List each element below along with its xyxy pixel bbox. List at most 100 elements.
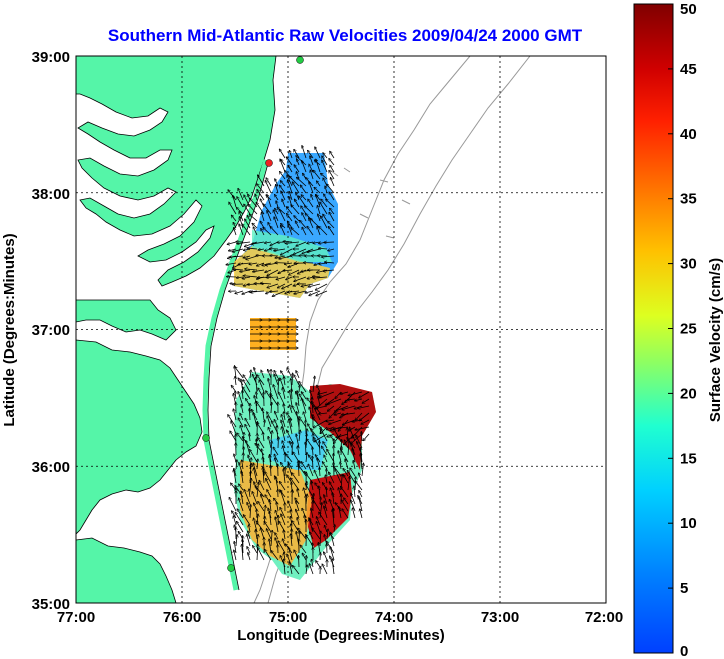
velocity-arrow (293, 566, 300, 575)
velocity-arrow (287, 368, 293, 379)
velocity-arrow (255, 194, 257, 201)
velocity-arrow (321, 173, 328, 180)
velocity-arrow (280, 248, 293, 255)
velocity-arrow (245, 418, 251, 428)
velocity-arrow (359, 491, 363, 498)
velocity-arrow (329, 472, 335, 484)
velocity-arrow (238, 188, 244, 201)
x-tick-label: 73:00 (481, 609, 519, 626)
velocity-arrow (283, 469, 286, 484)
velocity-arrow (347, 476, 350, 491)
barrier-island-outline (207, 159, 270, 591)
y-tick-label: 39:00 (32, 49, 70, 66)
y-tick-label: 38:00 (32, 186, 70, 203)
velocity-arrow (235, 367, 244, 379)
velocity-arrow (302, 161, 307, 173)
velocity-arrow (290, 478, 300, 491)
velocity-arrow (315, 147, 321, 159)
velocity-arrow (289, 562, 293, 575)
colorbar-tick-label: 40 (680, 126, 697, 143)
barrier-islands (202, 159, 269, 591)
velocity-arrow (244, 204, 251, 215)
velocity-arrow (282, 283, 293, 289)
y-axis-label: Latitude (Degrees:Minutes) (1, 233, 18, 426)
velocity-arrow (327, 398, 342, 404)
velocity-arrow (238, 392, 244, 407)
velocity-arrow (297, 517, 300, 526)
velocity-arrow (318, 214, 321, 222)
velocity-arrow (257, 459, 258, 470)
velocity-arrow (334, 429, 342, 442)
velocity-arrow (297, 446, 299, 456)
velocity-arrow (322, 160, 328, 173)
velocity-arrow (263, 228, 272, 236)
colorbar-ticks: 0 5 10 15 20 25 30 35 40 45 50 (668, 1, 697, 659)
velocity-arrow (270, 291, 279, 292)
velocity-arrow (315, 405, 328, 409)
velocity-arrow (314, 437, 321, 449)
velocity-region-south-hot2 (306, 472, 352, 548)
velocity-arrow (294, 550, 300, 561)
velocity-arrow (312, 417, 321, 428)
velocity-arrow (249, 214, 258, 222)
velocity-arrow (269, 500, 272, 512)
x-axis: 77:00 76:00 75:00 74:00 73:00 72:00 Long… (57, 609, 623, 644)
velocity-arrow (361, 432, 362, 442)
velocity-arrow (268, 369, 272, 379)
velocity-arrow (313, 277, 328, 278)
velocity-arrow (289, 151, 293, 159)
velocity-arrow (242, 224, 251, 236)
velocity-arrow (286, 157, 293, 166)
velocity-arrow (234, 228, 237, 236)
y-tick-label: 36:00 (32, 459, 70, 476)
velocity-arrow (329, 159, 335, 166)
velocity-arrow (355, 398, 363, 401)
velocity-arrow (319, 441, 320, 456)
velocity-arrow (305, 290, 314, 293)
velocity-arrow (276, 184, 279, 194)
velocity-arrow (247, 502, 251, 512)
velocity-arrow (271, 551, 279, 561)
velocity-arrow (261, 370, 265, 379)
velocity-arrow (345, 459, 349, 470)
velocity-arrow (299, 381, 307, 393)
colorbar: 0 5 10 15 20 25 30 35 40 45 50 Surface Velocity (c… (633, 1, 724, 659)
velocity-arrow (284, 559, 286, 575)
velocity-arrow (235, 376, 236, 386)
velocity-arrow (248, 204, 258, 215)
velocity-arrow (321, 199, 328, 208)
velocity-arrow (294, 375, 300, 386)
velocity-arrow (307, 242, 314, 243)
velocity-arrow (285, 241, 300, 243)
velocity-arrow (359, 473, 363, 484)
velocity-arrow (313, 419, 328, 428)
velocity-arrow (280, 181, 286, 187)
velocity-arrow (256, 392, 257, 400)
velocity-arrow (328, 221, 335, 229)
velocity-arrow (258, 249, 265, 250)
velocity-arrow (282, 427, 286, 442)
velocity-arrow (280, 172, 286, 180)
velocity-arrow (252, 223, 258, 229)
velocity-arrow (299, 417, 307, 428)
velocity-arrow (317, 385, 321, 393)
velocity-arrow (310, 156, 314, 166)
velocity-arrow (309, 290, 321, 296)
velocity-arrow (343, 468, 349, 477)
velocity-arrow (273, 210, 279, 222)
velocity-arrow (297, 177, 307, 187)
velocity-arrow (237, 197, 244, 208)
velocity-arrow (286, 430, 293, 442)
velocity-arrow (314, 470, 321, 484)
velocity-arrow (250, 464, 251, 477)
velocity-arrow (322, 462, 328, 470)
velocity-arrow (322, 256, 335, 257)
velocity-arrow (319, 248, 328, 249)
velocity-arrow (236, 460, 237, 470)
velocity-arrow (279, 209, 286, 222)
velocity-arrow (354, 486, 355, 498)
velocity-arrow (344, 498, 349, 505)
colorbar-tick-label: 5 (680, 580, 688, 597)
velocity-vectors (226, 146, 370, 575)
